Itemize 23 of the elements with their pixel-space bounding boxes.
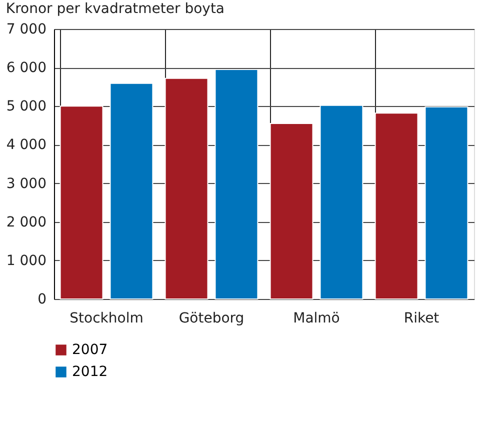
x-tick-label: Stockholm — [70, 310, 144, 326]
legend-label: 2012 — [72, 364, 108, 380]
bar — [374, 112, 418, 300]
bar — [164, 78, 208, 300]
chart-title: Kronor per kvadratmeter boyta — [6, 1, 225, 17]
y-tick-label: 7 000 — [6, 22, 46, 38]
bar — [424, 106, 468, 300]
legend-label: 2007 — [72, 342, 108, 358]
y-tick-label: 3 000 — [6, 176, 46, 192]
y-tick-label: 1 000 — [6, 252, 46, 269]
y-tick-label: 0 — [38, 292, 46, 308]
bar — [60, 106, 104, 300]
x-tick-label: Göteborg — [178, 310, 244, 326]
x-tick-label: Riket — [404, 310, 440, 326]
bar — [110, 82, 154, 300]
y-tick-label: 6 000 — [6, 60, 46, 76]
bar — [320, 104, 364, 300]
y-tick-label: 2 000 — [6, 214, 46, 230]
x-tick-label: Malmö — [293, 310, 340, 326]
bar — [270, 123, 314, 300]
bar — [214, 69, 258, 300]
y-tick-label: 5 000 — [6, 98, 46, 115]
y-tick-label: 4 000 — [6, 137, 46, 154]
